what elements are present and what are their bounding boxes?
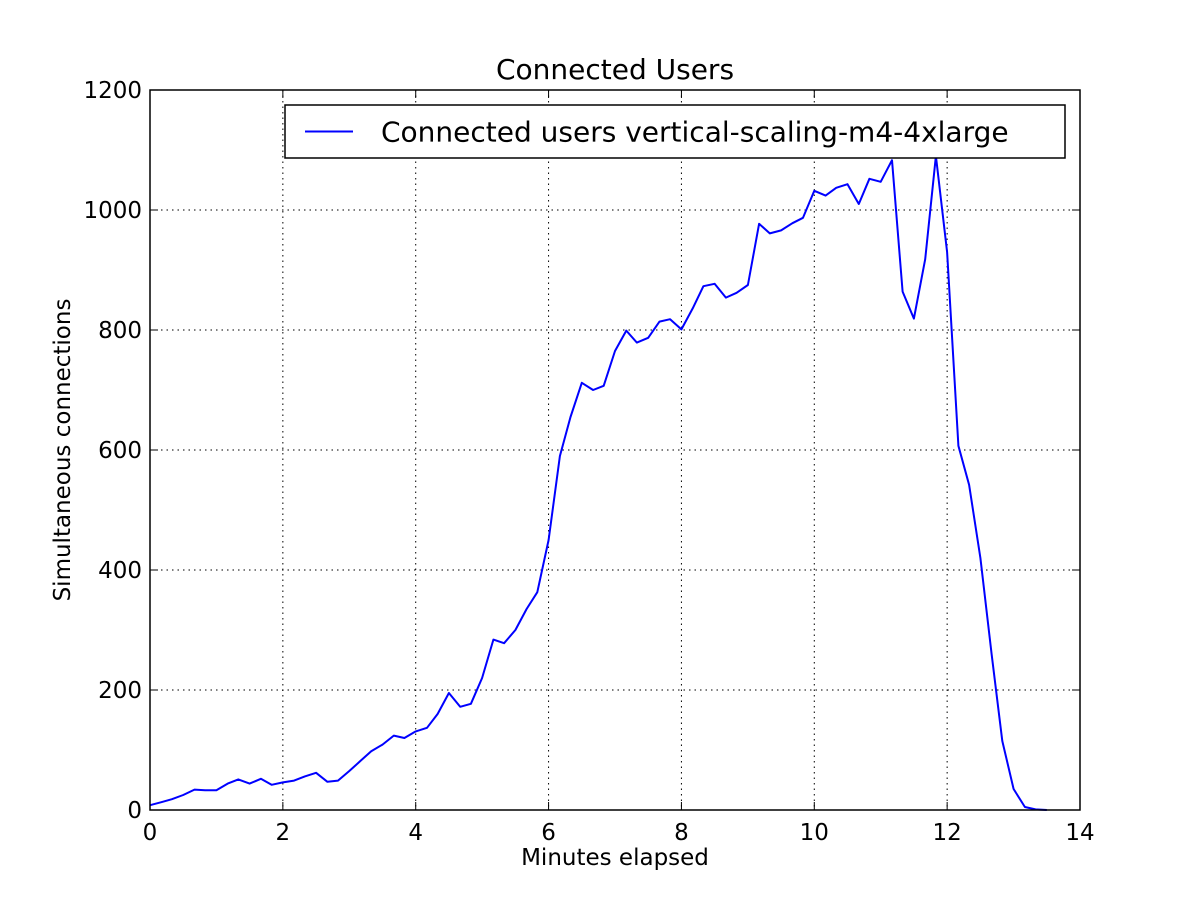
legend-label: Connected users vertical-scaling-m4-4xla… <box>381 116 1009 149</box>
chart-title: Connected Users <box>496 53 734 86</box>
x-axis-label: Minutes elapsed <box>521 845 709 871</box>
y-tick-label: 400 <box>98 558 142 584</box>
x-tick-label: 2 <box>276 820 291 846</box>
axis-ticks: 0 2 4 6 8 10 12 14 0 200 400 600 800 1000 1200 <box>83 78 1094 846</box>
y-tick-label: 0 <box>127 798 142 824</box>
x-tick-label: 6 <box>541 820 556 846</box>
grid-lines <box>150 90 1080 810</box>
x-tick-label: 4 <box>408 820 423 846</box>
x-tick-label: 12 <box>933 820 962 846</box>
x-tick-label: 14 <box>1065 820 1094 846</box>
y-axis-label: Simultaneous connections <box>50 299 76 602</box>
y-tick-label: 200 <box>98 678 142 704</box>
legend: Connected users vertical-scaling-m4-4xla… <box>284 104 1066 159</box>
series-line <box>149 155 1047 811</box>
y-tick-label: 1200 <box>83 78 142 104</box>
y-tick-label: 1000 <box>83 198 142 224</box>
x-tick-label: 0 <box>143 820 158 846</box>
legend-box <box>284 104 1066 159</box>
x-tick-label: 8 <box>674 820 689 846</box>
x-tick-label: 10 <box>800 820 829 846</box>
y-tick-label: 600 <box>98 438 142 464</box>
series-lines <box>149 155 1047 811</box>
y-tick-label: 800 <box>98 318 142 344</box>
